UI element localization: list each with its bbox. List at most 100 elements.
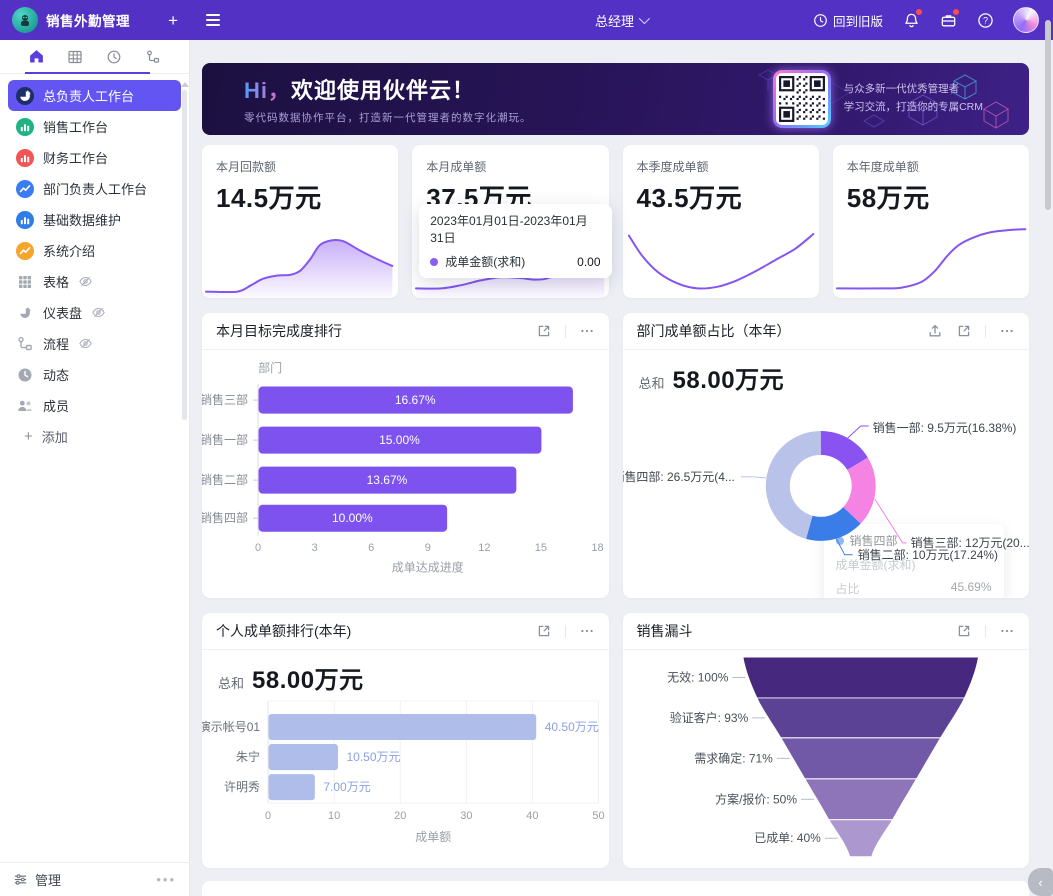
svg-text:销售四部: 26.5万元(4...: 销售四部: 26.5万元(4... [623,469,735,484]
tab-history[interactable] [104,47,124,67]
tooltip-series-row: 成单金额(求和) 0.00 [430,253,601,270]
total-prefix: 总和 [218,676,245,691]
expand-icon[interactable] [536,323,552,339]
expand-icon[interactable] [956,623,972,639]
more-icon[interactable] [579,623,595,639]
header-actions: 回到旧版 ? [813,7,1053,33]
sidebar-item-label: 财务工作台 [43,151,109,166]
manage-more-button[interactable]: ••• [156,872,176,887]
collapse-handle-button[interactable]: ‹ [1028,868,1053,896]
sparkline-chart[interactable] [623,214,819,298]
dept-target-bar-chart[interactable]: 部门 0 3 6 9 12 15 18 销售三部 16.67% 销售一部 15.00% 销售二部 13.6… [202,350,609,594]
total-value: 58.00万元 [672,367,785,394]
sales-funnel-chart[interactable]: 无效: 100% 验证客户: 93% 需求确定: 71% 方案/报价: 50% 已成单:… [623,650,1030,868]
chart-title: 本月目标完成度排行 [216,323,342,339]
sidebar-scrollbar[interactable] [181,80,189,856]
chart-body: 总和 58.00万元 销售四部 成单金额(求和) 占比 45.69% 销售一部: 9.5万元… [623,350,1030,598]
sidebar-item-6[interactable]: 系统介绍 [8,235,181,266]
sidebar-item-5[interactable]: 基础数据维护 [8,204,181,235]
user-avatar[interactable] [1013,7,1039,33]
workspace-button[interactable] [939,9,959,29]
chart-title: 个人成单额排行(本年) [216,623,352,639]
sidebar-item-1[interactable]: 总负责人工作台 [8,80,181,111]
charts-row-2: 个人成单额排行(本年) 总和 58.00万元 0 10 20 30 40 50 演示帐号01 40.… [202,613,1029,868]
manage-bar[interactable]: 管理 ••• [0,862,189,896]
tab-tables[interactable] [65,47,85,67]
sidebar-item-2[interactable]: 销售工作台 [8,111,181,142]
notification-badge [916,9,922,15]
svg-text:验证客户: 93%: 验证客户: 93% [669,710,748,725]
sidebar-item-9[interactable]: 流程 [8,328,181,359]
app-title: 销售外勤管理 [46,14,130,29]
role-selector-dropdown[interactable]: 总经理 [595,11,651,30]
app-logo[interactable] [12,7,38,33]
active-tab-indicator [25,72,150,74]
help-button[interactable]: ? [976,11,994,29]
svg-text:7.00万元: 7.00万元 [323,780,370,794]
next-card-partial [202,881,1029,896]
collapse-glyph: ‹ [1038,874,1043,890]
tooltip-row-label: 占比 [835,582,860,596]
more-icon[interactable] [999,623,1015,639]
svg-text:20: 20 [394,810,406,822]
chart-body: 无效: 100% 验证客户: 93% 需求确定: 71% 方案/报价: 50% 已成单:… [623,650,1030,868]
sidebar-scroll-thumb[interactable] [182,90,187,420]
tooltip-series-dot [835,536,844,545]
sidebar-item-label: 成员 [43,399,70,414]
svg-text:40.50万元: 40.50万元 [545,720,599,734]
scroll-up-arrow[interactable] [181,82,189,87]
mascot-icon [21,15,29,26]
more-icon[interactable] [579,323,595,339]
stat-card-clip [623,145,819,298]
svg-text:销售一部: 9.5万元(16.38%): 销售一部: 9.5万元(16.38%) [872,420,1016,435]
tab-workflow[interactable] [143,47,163,67]
sidebar-item-10[interactable]: 动态 [8,359,181,390]
clock-gray-icon [16,366,34,384]
svg-text:9: 9 [425,542,431,554]
more-icon[interactable] [999,323,1015,339]
main-scroll-thumb[interactable] [1045,20,1051,210]
sidebar-item-11[interactable]: 成员 [8,390,181,421]
plus-icon: + [24,428,33,445]
sidebar-add-button[interactable]: + 添加 [8,421,181,452]
sparkline-chart[interactable] [833,214,1029,298]
stat-card-label: 本月成单额 [426,160,487,174]
back-to-old-version-button[interactable]: 回到旧版 [813,11,883,30]
charts-row-1: 本月目标完成度排行 部门 0 3 6 9 12 15 18 销售三部 16.67% 销售一部 15.00… [202,313,1029,598]
sparkline-chart[interactable] [202,214,398,298]
sidebar-item-label: 仪表盘 [43,306,83,321]
add-app-button[interactable]: + [168,10,178,30]
chart-card-funnel-3: 销售漏斗 无效: 100% 验证客户: 93% 需求确定: 71% 方案/报价: 50%… [622,613,1030,868]
expand-icon[interactable] [956,323,972,339]
expand-icon[interactable] [536,623,552,639]
qr-pattern [778,76,825,122]
sidebar-item-label: 表格 [43,275,70,290]
svg-text:0: 0 [255,542,261,554]
stat-card-tooltip: 2023年01月01日-2023年01月31日 成单金额(求和) 0.00 [419,204,612,278]
sidebar-item-4[interactable]: 部门负责人工作台 [8,173,181,204]
banner-title-text: 欢迎使用伙伴云！ [291,78,476,103]
svg-text:3: 3 [312,542,318,554]
chart-title: 部门成单额占比（本年） [636,323,791,339]
sidebar-menu: 总负责人工作台 销售工作台财务工作台部门负责人工作台 基础数据维护 系统介绍表格仪表盘… [0,74,189,452]
svg-text:成单额: 成单额 [415,830,451,844]
sliders-icon [14,874,27,885]
sidebar-item-8[interactable]: 仪表盘 [8,297,181,328]
eye-off-icon [78,336,93,351]
svg-text:无效: 100%: 无效: 100% [667,669,729,684]
dept-share-donut-chart[interactable]: 销售一部: 9.5万元(16.38%) 销售三部: 12万元(20....销售二部… [623,395,1030,597]
tab-home[interactable] [26,47,46,67]
history-icon [814,13,827,27]
chart-header-icons [536,323,595,339]
sidebar-toggle-button[interactable] [206,14,220,26]
sidebar-item-label: 动态 [43,368,70,383]
sidebar-item-3[interactable]: 财务工作台 [8,142,181,173]
tooltip-row-label: 成单金额(求和) [835,558,916,572]
tooltip-title: 销售四部 [835,532,992,549]
qr-code [772,70,831,128]
notifications-button[interactable] [902,9,922,29]
header-icons-divider [985,624,986,638]
export-icon[interactable] [927,323,943,339]
sidebar-item-7[interactable]: 表格 [8,266,181,297]
